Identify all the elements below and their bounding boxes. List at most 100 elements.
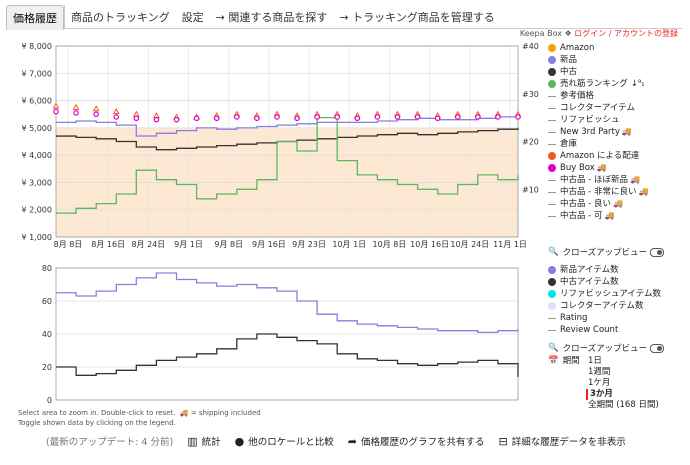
tab-bar: 価格履歴 商品のトラッキング 設定 → 関連する商品を探す → トラッキング商品を管理す… — [6, 4, 682, 30]
compare-locales-button[interactable]: ● 他のロケールと比較 — [235, 434, 334, 449]
bottom-toolbar: (最新のアップデート: 4 分前) ▥ 統計 ● 他のロケールと比較 ➦ 価格履歴のグ… — [46, 434, 640, 449]
range-option[interactable]: 全期間 (168 日間) — [588, 400, 659, 410]
y-tick-label: ¥ 1,000 — [21, 233, 52, 242]
series-dot-icon — [548, 278, 556, 286]
keepa-brand: Keepa Box — [519, 29, 562, 38]
legend-item[interactable]: Amazon による配達 — [548, 150, 688, 162]
range-option[interactable]: 1日 — [588, 356, 602, 366]
buybox-point — [475, 114, 481, 120]
range-option[interactable]: 3か月 — [586, 389, 613, 400]
series-dash-icon — [548, 119, 556, 121]
y2-tick-label: #30 — [522, 90, 539, 99]
legend-item[interactable]: Amazon — [548, 42, 688, 54]
legend-item[interactable]: Rating — [548, 312, 688, 324]
legend-label: コレクターアイテム — [560, 103, 635, 113]
truck-icon: 🚚 — [629, 175, 640, 184]
range-option[interactable]: 1週間 — [588, 367, 611, 377]
closeup-toggle-sub[interactable]: 🔍 クローズアップビュー — [548, 342, 665, 354]
y-tick-label: ¥ 4,000 — [21, 151, 52, 160]
series-dash-icon — [548, 191, 556, 193]
legend-item[interactable]: 新品アイテム数 — [548, 264, 688, 276]
chart-help-note: Select area to zoom in. Double-click to … — [18, 408, 261, 428]
hide-label: 詳細な履歴データを非表示 — [511, 437, 626, 448]
legend-item[interactable]: リファビッシュアイテム数 — [548, 288, 688, 300]
buybox-point — [454, 114, 461, 120]
y-tick-label: 0 — [47, 396, 52, 405]
buybox-point — [93, 111, 99, 118]
toggle-icon[interactable] — [650, 247, 665, 257]
series-dash-icon — [548, 107, 556, 109]
series-line — [56, 272, 519, 334]
y-tick-label: ¥ 5,000 — [21, 124, 52, 133]
legend-item[interactable]: Review Count — [548, 324, 688, 336]
last-update: (最新のアップデート: 4 分前) — [46, 437, 174, 448]
series-dash-icon — [548, 143, 556, 145]
legend-item[interactable]: コレクターアイテム数 — [548, 300, 688, 312]
legend-item[interactable]: 中古品 - ほぼ新品 🚚 — [548, 174, 688, 186]
x-tick-label: 10月 8日 — [373, 240, 407, 249]
closeup-toggle-main[interactable]: 🔍 クローズアップビュー — [548, 246, 665, 258]
search-icon: 🔍 — [548, 343, 559, 353]
tab-3[interactable]: → 関連する商品を探す — [215, 11, 328, 24]
share-label: 価格履歴のグラフを共有する — [360, 437, 485, 448]
tab-2[interactable]: 設定 — [181, 11, 204, 24]
price-history-chart[interactable]: ¥ 1,000 ¥ 2,000 ¥ 3,000 ¥ 4,000 ¥ 5,000 ¥ 6,0… — [0, 38, 548, 268]
stats-button[interactable]: ▥ 統計 — [187, 434, 220, 449]
y-tick-label: ¥ 3,000 — [21, 178, 52, 187]
legend-label: Review Count — [560, 325, 619, 335]
legend-label: コレクターアイテム数 — [560, 301, 644, 311]
legend-item[interactable]: Buy Box 🚚 — [548, 162, 688, 174]
legend-item[interactable]: 中古品 - 良い 🚚 — [548, 198, 688, 210]
legend-item[interactable]: 参考価格 — [548, 90, 688, 102]
series-dash-icon — [548, 179, 556, 181]
legend-item[interactable]: コレクターアイテム — [548, 102, 688, 114]
series-dot-icon — [548, 80, 556, 88]
buybox-point — [213, 115, 220, 122]
range-label: 期間 — [562, 356, 580, 366]
x-tick-label: 9月 8日 — [214, 240, 243, 249]
legend-item[interactable]: 中古アイテム数 — [548, 276, 688, 288]
buybox-point — [193, 115, 200, 122]
tab-1[interactable]: 商品のトラッキング — [64, 5, 176, 29]
buybox-point — [374, 114, 381, 120]
y-tick-label: 80 — [42, 264, 52, 273]
legend-sub: 新品アイテム数 中古アイテム数 リファビッシュアイテム数 コレクターアイテム数 Rati… — [548, 264, 688, 336]
legend-item[interactable]: リファビッシュ — [548, 114, 688, 126]
buybox-point — [495, 114, 501, 120]
login-link[interactable]: ログイン / アカウントの登録 — [574, 29, 678, 38]
buybox-point — [354, 115, 361, 122]
toggle-icon[interactable] — [650, 343, 665, 353]
buybox-point — [314, 114, 320, 120]
series-dot-icon — [548, 266, 556, 274]
buybox-point — [414, 114, 421, 120]
legend-item[interactable]: 中古 — [548, 66, 688, 78]
minus-square-icon: ⊟ — [498, 434, 508, 448]
legend-label: 中古品 - 非常に良い — [560, 187, 637, 197]
series-dot-icon — [548, 290, 556, 298]
amazon-delivery-point — [112, 107, 120, 114]
x-tick-label: 9月 16日 — [252, 240, 286, 249]
buybox-point — [53, 108, 59, 115]
y-tick-label: 40 — [42, 330, 52, 339]
legend-item[interactable]: 新品 — [548, 54, 688, 66]
legend-item[interactable]: 中古品 - 非常に良い 🚚 — [548, 186, 688, 198]
diamond-icon: ❖ — [564, 29, 575, 38]
hide-details-button[interactable]: ⊟ 詳細な履歴データを非表示 — [498, 434, 626, 449]
share-button[interactable]: ➦ 価格履歴のグラフを共有する — [348, 434, 485, 449]
legend-item[interactable]: 中古品 - 可 🚚 — [548, 210, 688, 222]
x-tick-label: 8月 8日 — [54, 240, 83, 249]
truck-icon: 🚚 — [612, 199, 623, 208]
legend-item[interactable]: 倉庫 — [548, 138, 688, 150]
legend-item[interactable]: 売れ筋ランキング ↓⁹₁ — [548, 78, 688, 90]
y-tick-label: ¥ 2,000 — [21, 206, 52, 215]
tab-4[interactable]: → トラッキング商品を管理する — [339, 11, 495, 24]
offer-count-chart[interactable]: 0 20 40 60 80 — [0, 262, 548, 407]
range-option[interactable]: 1ケ月 — [588, 378, 611, 388]
tab-0[interactable]: 価格履歴 — [6, 4, 64, 30]
legend-item[interactable]: New 3rd Party 🚚 — [548, 126, 688, 138]
series-dot-icon — [548, 56, 556, 64]
series-dash-icon — [548, 215, 556, 217]
truck-icon: 🚚 — [604, 211, 615, 220]
series-dash-icon — [548, 95, 556, 97]
legend-label: 中古 — [560, 67, 578, 77]
